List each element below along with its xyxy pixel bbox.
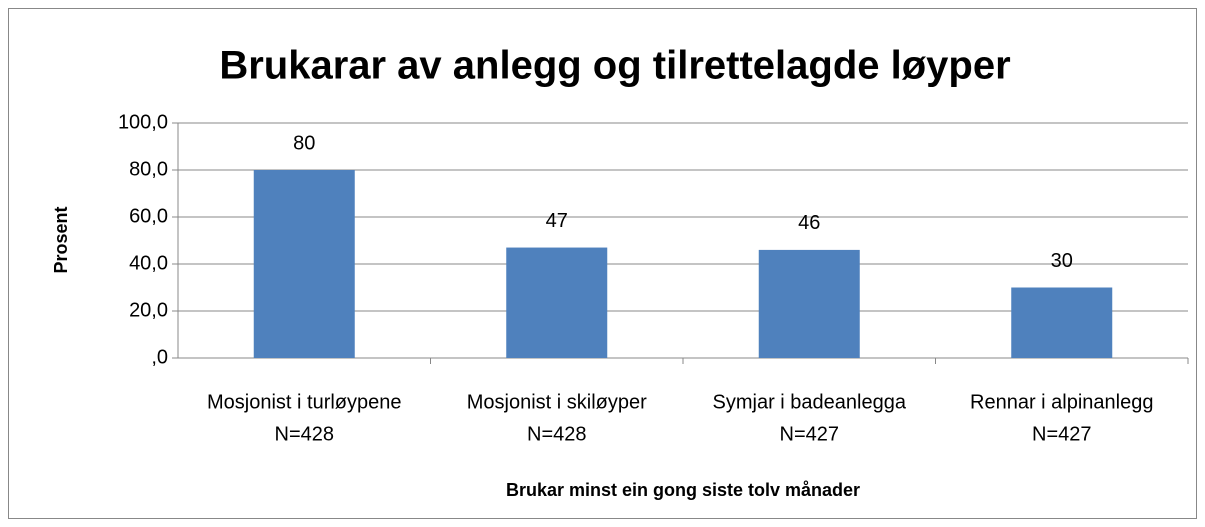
data-label: 47 [546,210,568,232]
y-tick-label: 20,0 [129,299,168,321]
y-tick-label: 40,0 [129,252,168,274]
y-tick-label: 60,0 [129,205,168,227]
data-label: 30 [1051,250,1073,272]
y-tick-label: 100,0 [118,111,168,133]
x-tick-label: N=427 [1032,423,1092,445]
data-label: 46 [798,212,820,234]
bar [506,247,608,358]
x-tick-label: Mosjonist i skiløyper [467,391,647,413]
y-tick-label: 80,0 [129,158,168,180]
y-axis-title: Prosent [51,206,71,273]
y-tick-label: ,0 [151,346,168,368]
x-tick-label: N=428 [275,423,335,445]
bar [253,170,355,358]
bar [758,249,860,358]
x-tick-label: N=428 [527,423,587,445]
data-label: 80 [293,132,315,154]
bar [1011,287,1113,358]
x-tick-label: Rennar i alpinanlegg [970,391,1153,413]
x-tick-label: Mosjonist i turløypene [207,391,402,413]
x-axis-title: Brukar minst ein gong siste tolv månader [506,480,860,500]
x-tick-label: Symjar i badeanlegga [713,391,907,413]
x-tick-label: N=427 [780,423,840,445]
chart-title: Brukarar av anlegg og tilrettelagde løyp… [219,44,1010,88]
